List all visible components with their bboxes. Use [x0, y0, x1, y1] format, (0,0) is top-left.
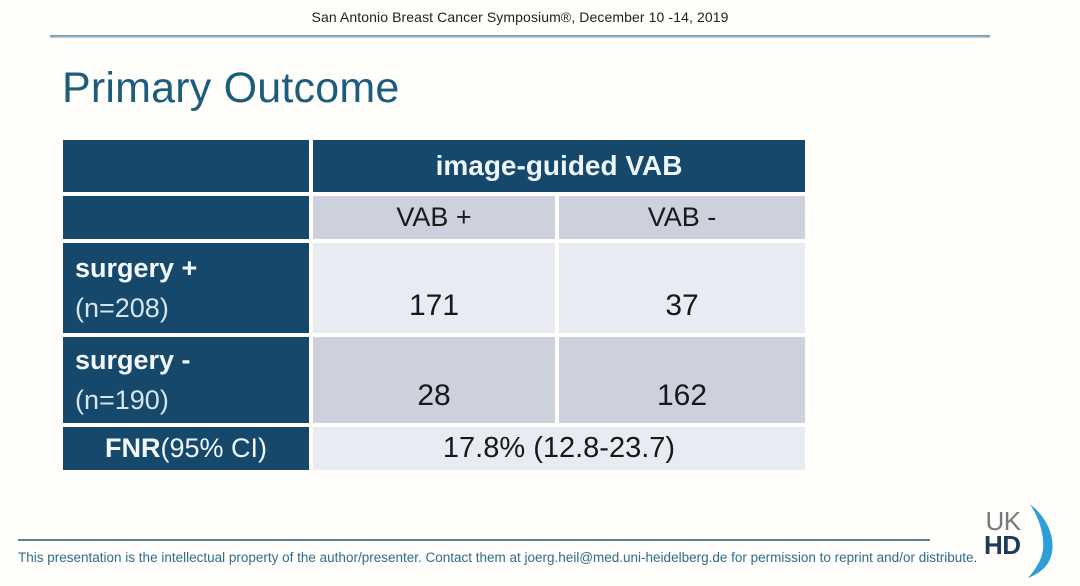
- primary-outcome-table: image-guided VAB VAB + VAB - surgery + (…: [63, 140, 805, 470]
- ukhd-logo-text: UK HD: [984, 506, 1021, 560]
- table-spacer-cell: [63, 196, 309, 239]
- row-label-main: surgery +: [75, 252, 198, 283]
- footer-divider: [18, 539, 930, 541]
- column-group-header: image-guided VAB: [313, 140, 805, 192]
- fnr-label-rest: (95% CI): [160, 433, 268, 463]
- copyright-notice: This presentation is the intellectual pr…: [18, 550, 978, 565]
- page-title: Primary Outcome: [62, 64, 400, 112]
- row-label-sub: (n=190): [75, 385, 169, 415]
- cell-value-false-positive: 28: [313, 337, 555, 423]
- logo-line-uk: UK: [985, 506, 1021, 536]
- row-label-main: surgery -: [75, 344, 191, 375]
- column-header-vab-positive: VAB +: [313, 196, 555, 239]
- row-label-surgery-positive: surgery + (n=208): [63, 243, 309, 333]
- cell-value-true-positive: 171: [313, 243, 555, 333]
- symposium-header: San Antonio Breast Cancer Symposium®, De…: [311, 9, 729, 25]
- cell-value-false-negative: 37: [559, 243, 805, 333]
- row-label-fnr: FNR (95% CI): [63, 427, 309, 470]
- row-label-surgery-negative: surgery - (n=190): [63, 337, 309, 423]
- fnr-label-bold: FNR: [104, 433, 161, 463]
- crescent-swoosh-icon: [1027, 504, 1053, 578]
- ukhd-logo: UK HD: [984, 504, 1057, 578]
- column-header-vab-negative: VAB -: [559, 196, 805, 239]
- cell-value-true-negative: 162: [559, 337, 805, 423]
- row-label-sub: (n=208): [75, 293, 169, 323]
- table-corner-cell: [63, 140, 309, 192]
- header-divider: [50, 35, 990, 38]
- logo-line-hd: HD: [984, 529, 1021, 560]
- cell-value-fnr: 17.8% (12.8-23.7): [313, 427, 805, 470]
